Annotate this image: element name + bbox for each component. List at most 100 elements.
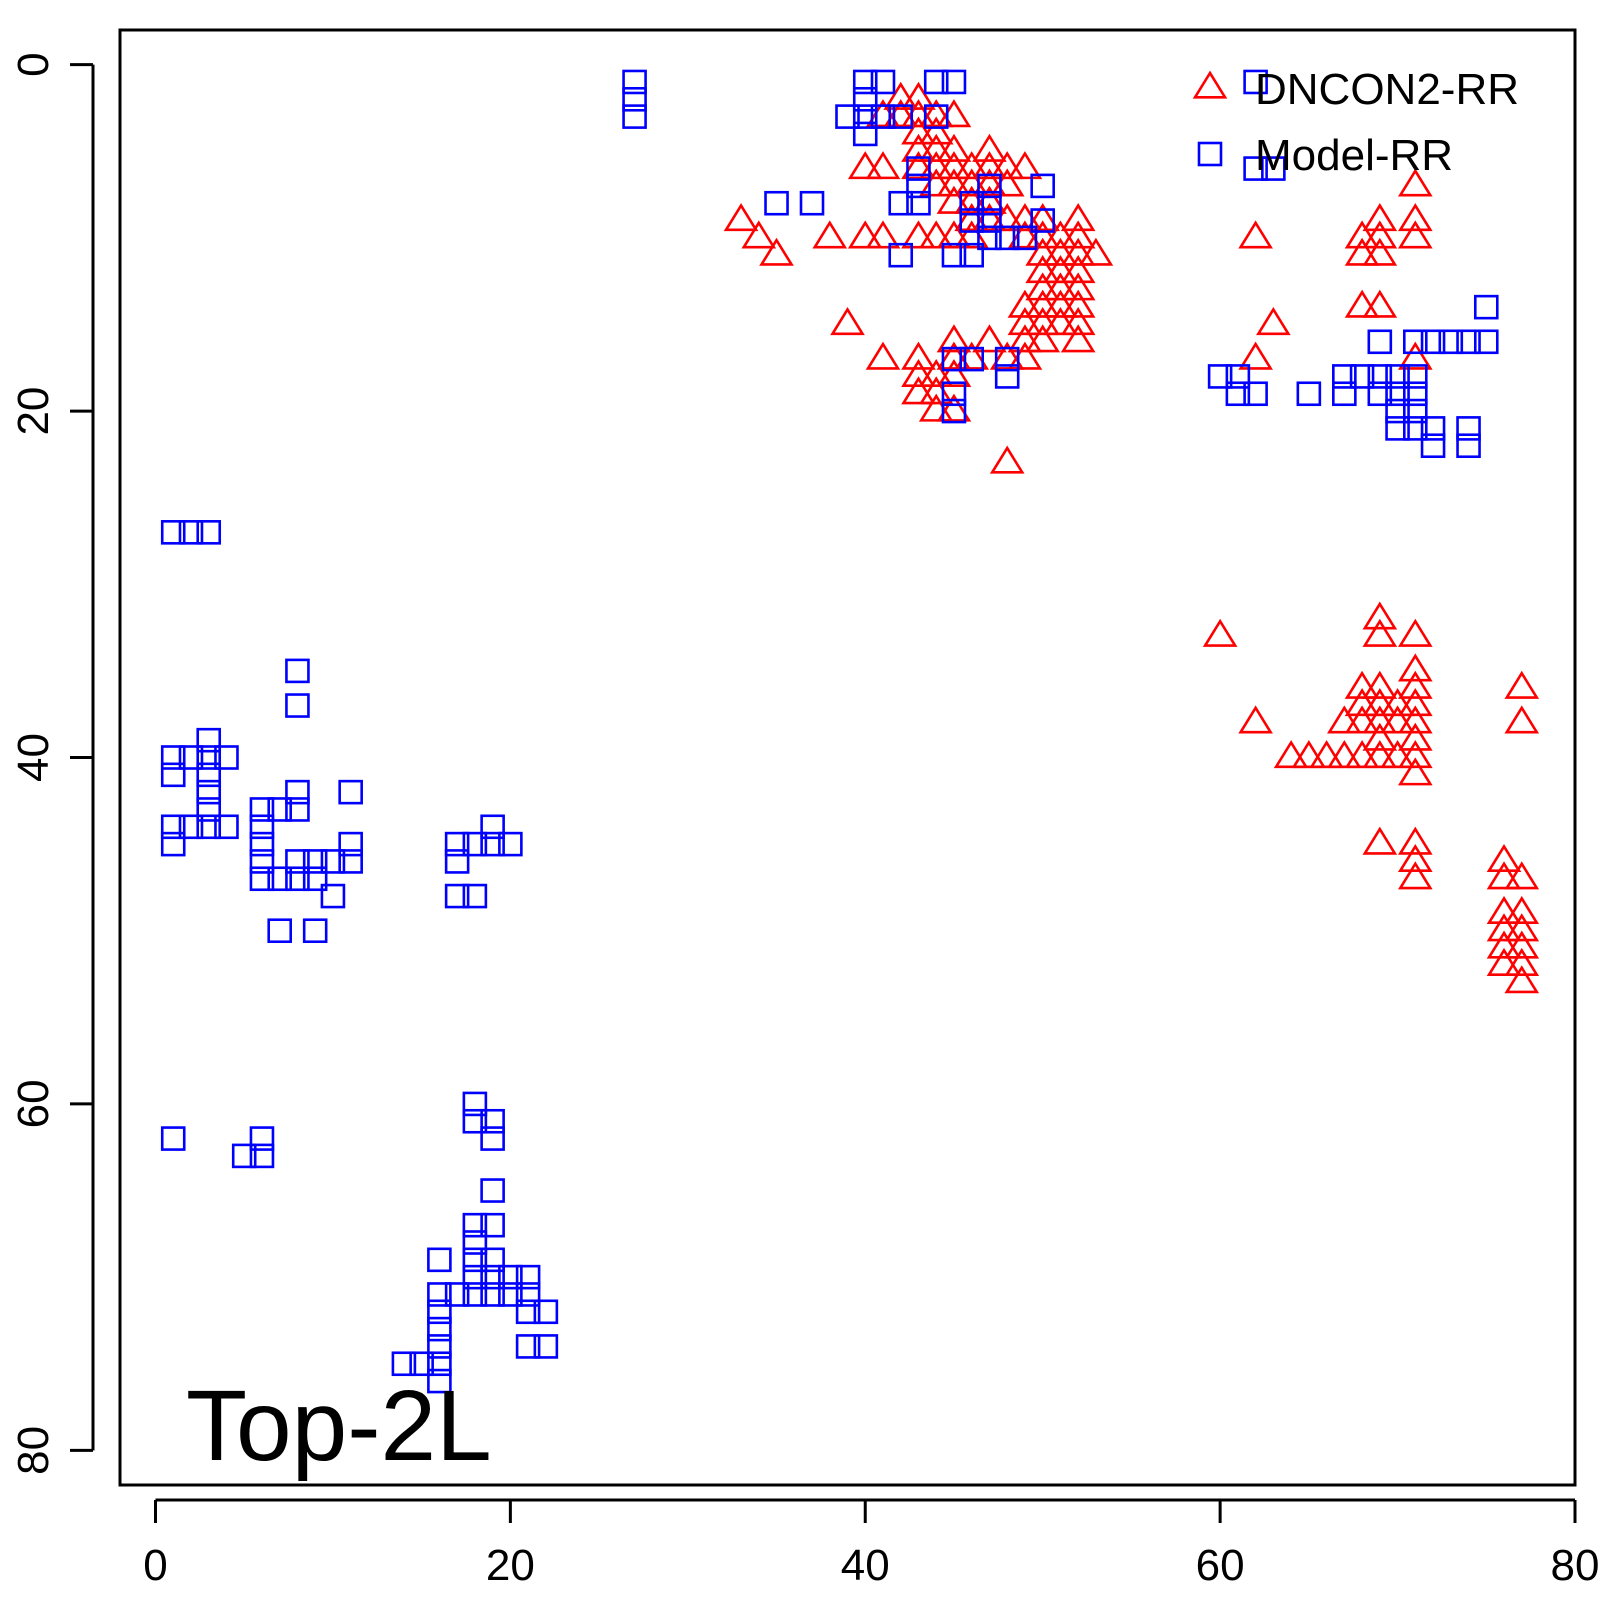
data-point-square-25: [285, 658, 310, 684]
data-point-triangle-16: [901, 133, 936, 162]
data-point-square-120: [1030, 173, 1055, 199]
data-point-triangle-4: [830, 306, 865, 336]
data-point-square-36: [338, 779, 363, 805]
data-point-square-105: [941, 346, 967, 372]
data-point-square-72: [444, 1282, 470, 1307]
data-point-square-8: [178, 814, 204, 840]
data-point-triangle-142: [1504, 705, 1540, 734]
data-point-triangle-6: [847, 220, 883, 249]
legend-triangle-icon: [1192, 70, 1228, 99]
data-point-triangle-123: [1397, 341, 1433, 370]
data-point-square-138: [1385, 398, 1410, 424]
data-point-triangle-33: [936, 151, 972, 180]
data-point-square-22: [267, 797, 292, 822]
data-point-square-0: [160, 520, 186, 545]
data-point-triangle-141: [1504, 670, 1540, 699]
data-point-triangle-148: [1504, 965, 1540, 994]
data-point-square-136: [1385, 364, 1410, 389]
data-point-square-30: [285, 866, 310, 892]
data-point-square-19: [249, 831, 275, 857]
data-point-triangle-101: [1344, 670, 1380, 699]
data-point-square-46: [498, 831, 523, 857]
data-point-square-45: [480, 831, 505, 857]
data-point-square-49: [249, 1126, 275, 1151]
data-point-square-143: [1403, 398, 1428, 424]
data-point-triangle-110: [1362, 618, 1398, 647]
data-point-square-65: [427, 1247, 452, 1273]
data-point-square-57: [462, 1230, 488, 1255]
data-point-triangle-70: [1025, 289, 1061, 318]
data-point-square-47: [160, 1126, 186, 1151]
axes: 0 20 40 60 80 0 20 40 60 80: [9, 52, 1599, 1590]
data-point-square-100: [906, 190, 931, 216]
data-point-square-71: [427, 1368, 452, 1394]
data-point-triangle-125: [1397, 653, 1433, 682]
data-point-square-89: [852, 69, 878, 95]
data-point-triangle-87: [1078, 237, 1114, 266]
y-tick-label: 80: [9, 1426, 58, 1475]
data-point-triangle-128: [1397, 705, 1433, 734]
data-point-triangle-71: [1025, 306, 1061, 336]
data-point-triangle-34: [936, 168, 972, 197]
data-point-square-33: [302, 918, 328, 944]
data-point-triangle-37: [936, 324, 972, 353]
data-point-square-79: [533, 1299, 559, 1325]
data-point-square-4: [160, 762, 186, 788]
data-point-square-146: [1420, 416, 1446, 441]
data-point-triangle-136: [1486, 861, 1522, 890]
data-point-square-23: [267, 866, 292, 892]
data-point-square-103: [941, 69, 967, 95]
data-point-square-70: [427, 1351, 452, 1377]
data-point-square-152: [1473, 294, 1499, 320]
data-point-triangle-105: [1362, 203, 1398, 232]
data-point-triangle-115: [1362, 740, 1398, 769]
data-point-square-137: [1385, 381, 1410, 407]
data-point-triangle-91: [1238, 705, 1273, 734]
data-point-triangle-135: [1486, 843, 1522, 873]
data-point-square-73: [498, 1264, 523, 1290]
data-point-triangle-95: [1309, 740, 1344, 769]
data-point-triangle-47: [972, 133, 1007, 162]
data-point-triangle-48: [972, 151, 1007, 180]
data-point-square-132: [1349, 364, 1375, 389]
data-point-square-101: [923, 69, 949, 95]
data-point-square-95: [888, 104, 914, 129]
data-point-square-121: [1030, 208, 1055, 233]
data-point-square-43: [462, 883, 488, 909]
data-point-square-20: [249, 849, 275, 874]
data-point-triangle-121: [1397, 203, 1433, 232]
data-point-triangle-20: [901, 358, 936, 388]
data-point-square-83: [622, 69, 647, 95]
data-point-triangle-83: [1060, 272, 1096, 301]
data-point-triangle-76: [1043, 272, 1078, 301]
data-point-square-14: [196, 814, 222, 840]
panel-annotation: Top-2L: [186, 1370, 492, 1482]
data-point-square-115: [977, 225, 1002, 251]
data-point-triangle-36: [936, 220, 972, 249]
data-point-square-135: [1367, 381, 1393, 407]
data-point-square-118: [994, 364, 1020, 389]
data-point-triangle-82: [1060, 255, 1096, 284]
series-model-rr: [160, 69, 1499, 1394]
data-point-square-26: [285, 693, 310, 718]
data-point-triangle-79: [1060, 203, 1096, 232]
data-point-triangle-69: [1025, 272, 1061, 301]
data-point-square-37: [338, 831, 363, 857]
data-point-triangle-74: [1043, 237, 1078, 266]
data-point-square-108: [959, 190, 985, 216]
data-point-triangle-144: [1504, 895, 1540, 924]
series-dncon2-rr: [723, 81, 1540, 994]
data-point-square-61: [480, 1212, 505, 1238]
data-point-square-107: [941, 398, 967, 424]
data-point-triangle-127: [1397, 688, 1433, 717]
data-point-square-142: [1403, 381, 1428, 407]
data-point-square-77: [515, 1299, 541, 1325]
data-point-square-84: [622, 86, 647, 112]
data-point-square-129: [1296, 381, 1322, 407]
data-point-square-91: [852, 104, 878, 129]
data-point-square-66: [427, 1282, 452, 1307]
data-point-triangle-77: [1043, 289, 1078, 318]
data-point-triangle-108: [1362, 289, 1398, 318]
data-point-square-116: [994, 225, 1020, 251]
x-tick-label: 0: [143, 1541, 167, 1590]
